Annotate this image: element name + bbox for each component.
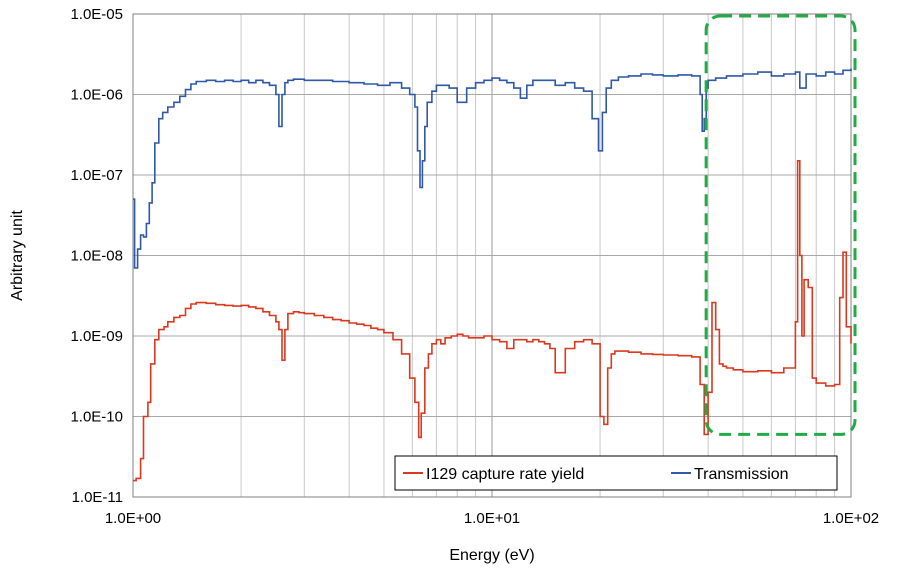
y-tick-label: 1.0E-06 [70, 87, 123, 104]
x-tick-label: 1.0E+01 [464, 510, 520, 527]
legend-label-i129: I129 capture rate yield [426, 466, 584, 483]
legend-box [394, 455, 838, 491]
series-line-1 [133, 68, 852, 269]
y-tick-label: 1.0E-08 [70, 248, 123, 265]
x-tick-label: 1.0E+00 [105, 510, 161, 527]
y-tick-label: 1.0E-11 [72, 489, 123, 506]
legend-label-transmission: Transmission [694, 466, 789, 483]
y-tick-labels: 1.0E-11 1.0E-10 1.0E-09 1.0E-08 1.0E-07 1.0E-… [70, 6, 123, 506]
plot-frame [132, 13, 852, 498]
series-line-0 [133, 160, 852, 482]
y-axis-title: Arbitrary unit [9, 210, 26, 301]
grid [132, 13, 852, 498]
legend: I129 capture rate yield Transmission [394, 455, 838, 491]
x-axis-title: Energy (eV) [449, 547, 534, 564]
x-tick-labels: 1.0E+00 1.0E+01 1.0E+02 [105, 510, 879, 527]
y-tick-label: 1.0E-10 [70, 409, 123, 426]
y-tick-label: 1.0E-09 [70, 328, 123, 345]
highlight-region [704, 14, 857, 436]
y-tick-label: 1.0E-07 [70, 167, 123, 184]
x-tick-label: 1.0E+02 [823, 510, 879, 527]
series-layer [133, 68, 852, 482]
y-tick-label: 1.0E-05 [70, 6, 123, 23]
